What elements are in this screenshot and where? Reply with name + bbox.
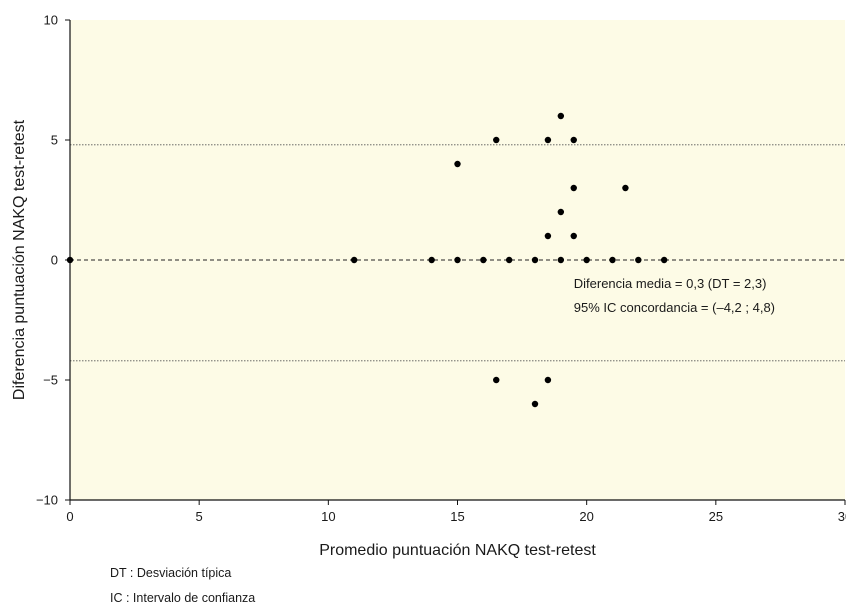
x-axis-ticks: 0 5 10 15 20 25 30 — [66, 500, 846, 524]
x-tick-label: 30 — [838, 509, 846, 524]
data-point — [454, 256, 461, 264]
annotations: Diferencia media = 0,3 (DT = 2,3) 95% IC … — [574, 276, 775, 315]
data-point — [583, 256, 590, 264]
data-point — [660, 256, 668, 264]
y-tick-label: −10 — [36, 493, 58, 508]
data-point — [544, 376, 552, 384]
x-tick-label: 10 — [321, 509, 335, 524]
data-point — [66, 256, 74, 264]
y-tick-label: 5 — [51, 133, 58, 148]
data-point — [544, 232, 552, 240]
y-axis-ticks: −10 −5 0 5 10 — [36, 13, 70, 508]
data-point — [557, 256, 565, 264]
x-tick-label: 20 — [579, 509, 593, 524]
data-point — [493, 376, 500, 384]
x-tick-label: 25 — [709, 509, 723, 524]
data-point — [557, 208, 565, 216]
data-point — [505, 256, 513, 264]
x-axis-title: Promedio puntuación NAKQ test-retest — [319, 542, 596, 559]
data-point — [531, 256, 539, 264]
y-tick-label: −5 — [43, 373, 58, 388]
data-point — [570, 232, 577, 240]
data-point — [622, 184, 629, 192]
data-point — [635, 256, 642, 264]
data-point — [557, 112, 565, 120]
y-axis-title: Diferencia puntuación NAKQ test-retest — [11, 119, 28, 400]
footnote-dt: DT : Desviación típica — [110, 566, 232, 580]
data-point — [570, 184, 577, 192]
data-point — [454, 160, 461, 168]
data-point — [544, 136, 552, 144]
x-tick-label: 15 — [450, 509, 464, 524]
y-tick-label: 0 — [51, 253, 58, 268]
x-tick-label: 5 — [196, 509, 203, 524]
y-tick-label: 10 — [44, 13, 58, 28]
data-point — [609, 256, 616, 264]
data-point — [531, 400, 539, 408]
data-point — [428, 256, 435, 264]
x-tick-label: 0 — [66, 509, 73, 524]
footnote-ic: IC : Intervalo de confianza — [110, 591, 256, 605]
data-points — [66, 112, 668, 408]
data-point — [350, 256, 358, 264]
data-point — [570, 136, 577, 144]
data-point — [480, 256, 487, 264]
annotation-0: Diferencia media = 0,3 (DT = 2,3) — [574, 276, 767, 291]
data-point — [493, 136, 500, 144]
annotation-1: 95% IC concordancia = (–4,2 ; 4,8) — [574, 300, 775, 315]
